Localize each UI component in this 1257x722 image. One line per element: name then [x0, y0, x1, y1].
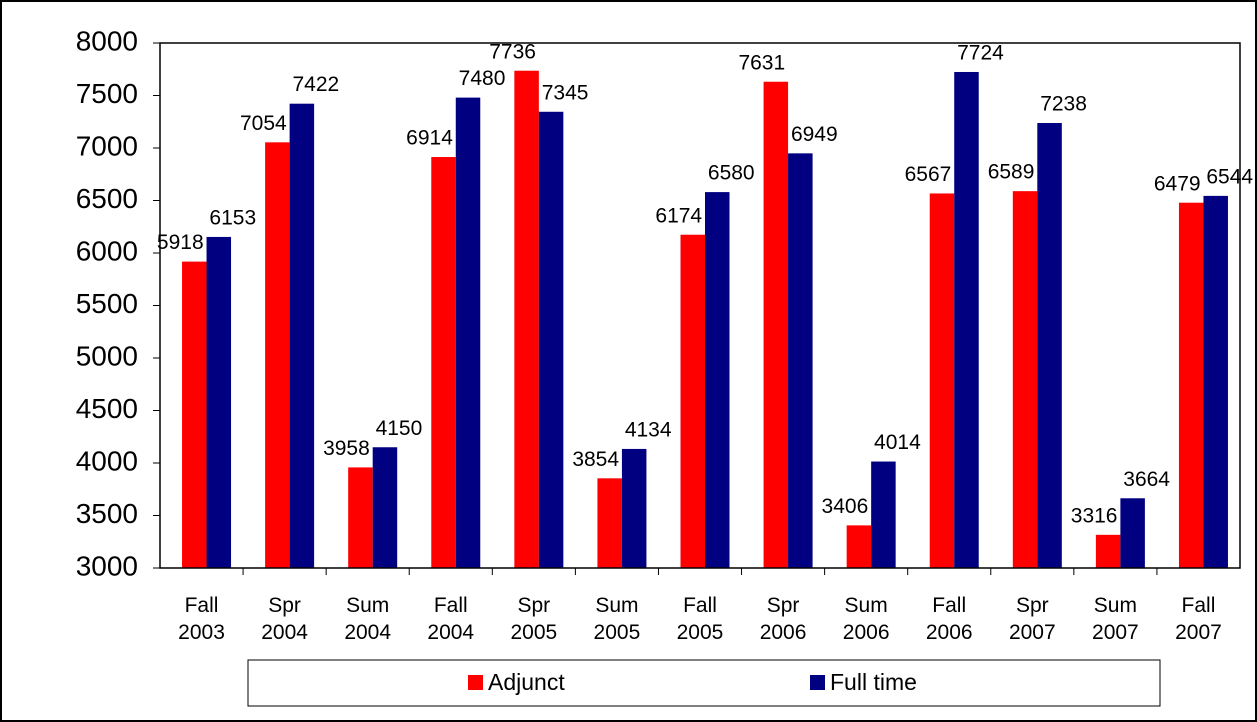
x-tick-label: Fall 2006: [925, 594, 973, 644]
bar: [597, 478, 622, 568]
bar: [431, 157, 456, 568]
x-tick-label: Fall 2004: [427, 594, 475, 644]
bar: [1178, 202, 1204, 568]
x-tick-label: Sum 2006: [842, 594, 890, 644]
bar: [621, 448, 647, 568]
data-label: 7345: [542, 81, 589, 104]
legend-label: Full time: [830, 669, 917, 695]
bar: [538, 111, 564, 569]
plot-border: [159, 42, 1241, 569]
bar: [1037, 123, 1062, 568]
data-label: 4150: [376, 417, 423, 440]
data-label: 6544: [1206, 165, 1253, 188]
data-label: 6949: [791, 123, 838, 146]
legend-box: [247, 659, 1161, 707]
data-label: 7631: [738, 51, 785, 74]
bar: [289, 103, 315, 568]
y-tick-label: 5500: [76, 288, 138, 319]
legend-label: Adjunct: [488, 669, 565, 695]
x-tick-label: Sum 2007: [1092, 594, 1139, 644]
data-label: 6589: [988, 161, 1035, 184]
y-tick-label: 7000: [76, 130, 138, 161]
data-label: 7480: [459, 67, 506, 90]
data-label: 6580: [708, 162, 755, 185]
data-label: 6479: [1154, 172, 1201, 195]
x-tick-label: Spr 2006: [759, 594, 807, 644]
legend-swatch: [468, 675, 483, 690]
y-tick-label: 4500: [76, 393, 138, 424]
data-label: 7054: [240, 112, 287, 135]
bar: [705, 192, 730, 568]
x-tick-label: Spr 2004: [261, 594, 308, 644]
data-label: 5918: [157, 231, 204, 254]
data-label: 3664: [1123, 468, 1170, 491]
x-tick-label: Spr 2007: [1008, 594, 1056, 644]
x-tick-label: Fall 2003: [178, 594, 225, 644]
bar: [455, 97, 481, 568]
bar: [1203, 195, 1228, 568]
bar: [1012, 191, 1038, 568]
data-label: 7736: [489, 40, 536, 63]
data-label: 6153: [209, 206, 256, 229]
bar: [871, 461, 896, 568]
x-tick-label: Fall 2005: [676, 594, 724, 644]
data-label: 6567: [905, 163, 952, 186]
x-tick-label: Sum 2004: [344, 594, 392, 644]
data-label: 6914: [406, 127, 453, 150]
y-tick-label: 3000: [76, 550, 138, 581]
data-label: 3316: [1071, 504, 1118, 527]
bar: [265, 142, 290, 568]
data-label: 7238: [1040, 93, 1087, 116]
y-tick-label: 5000: [76, 340, 138, 371]
legend-swatch: [810, 675, 825, 690]
bar: [1120, 498, 1145, 568]
bar: [929, 193, 955, 568]
x-tick-label: Fall 2007: [1175, 594, 1222, 644]
bar: [680, 234, 705, 569]
y-tick-label: 3500: [76, 498, 138, 529]
bar: [182, 261, 207, 568]
x-tick-label: Sum 2005: [593, 594, 641, 644]
bar: [206, 236, 232, 568]
data-label: 7422: [293, 73, 340, 96]
data-label: 4014: [874, 431, 921, 454]
y-tick-label: 7500: [76, 78, 138, 109]
bar: [348, 467, 373, 568]
data-label: 3854: [572, 448, 619, 471]
y-tick-label: 6500: [76, 183, 138, 214]
bar: [788, 153, 813, 569]
data-label: 7724: [957, 42, 1004, 65]
bar: [954, 71, 979, 568]
bar: [846, 525, 872, 568]
y-tick-label: 8000: [76, 25, 138, 56]
data-label: 3958: [323, 437, 370, 460]
x-tick-label: Spr 2005: [510, 594, 558, 644]
data-label: 3406: [822, 495, 869, 518]
bar: [763, 81, 789, 569]
bar: [372, 447, 398, 568]
y-tick-label: 6000: [76, 235, 138, 266]
bar: [514, 70, 539, 568]
data-label: 4134: [625, 418, 672, 441]
data-label: 6174: [655, 204, 702, 227]
y-tick-label: 4000: [76, 445, 138, 476]
bar: [1095, 534, 1121, 568]
